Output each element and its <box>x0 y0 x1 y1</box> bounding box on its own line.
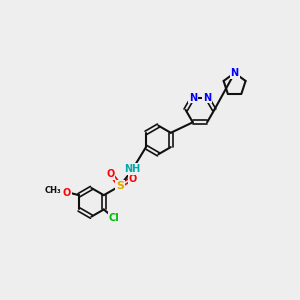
Text: S: S <box>116 181 124 191</box>
Text: N: N <box>189 92 197 103</box>
Text: O: O <box>106 169 114 179</box>
Text: CH₃: CH₃ <box>45 186 61 195</box>
Text: N: N <box>230 68 239 78</box>
Text: Cl: Cl <box>109 213 120 223</box>
Text: N: N <box>203 92 211 103</box>
Text: NH: NH <box>124 164 141 174</box>
Text: O: O <box>63 188 71 198</box>
Text: O: O <box>128 174 137 184</box>
